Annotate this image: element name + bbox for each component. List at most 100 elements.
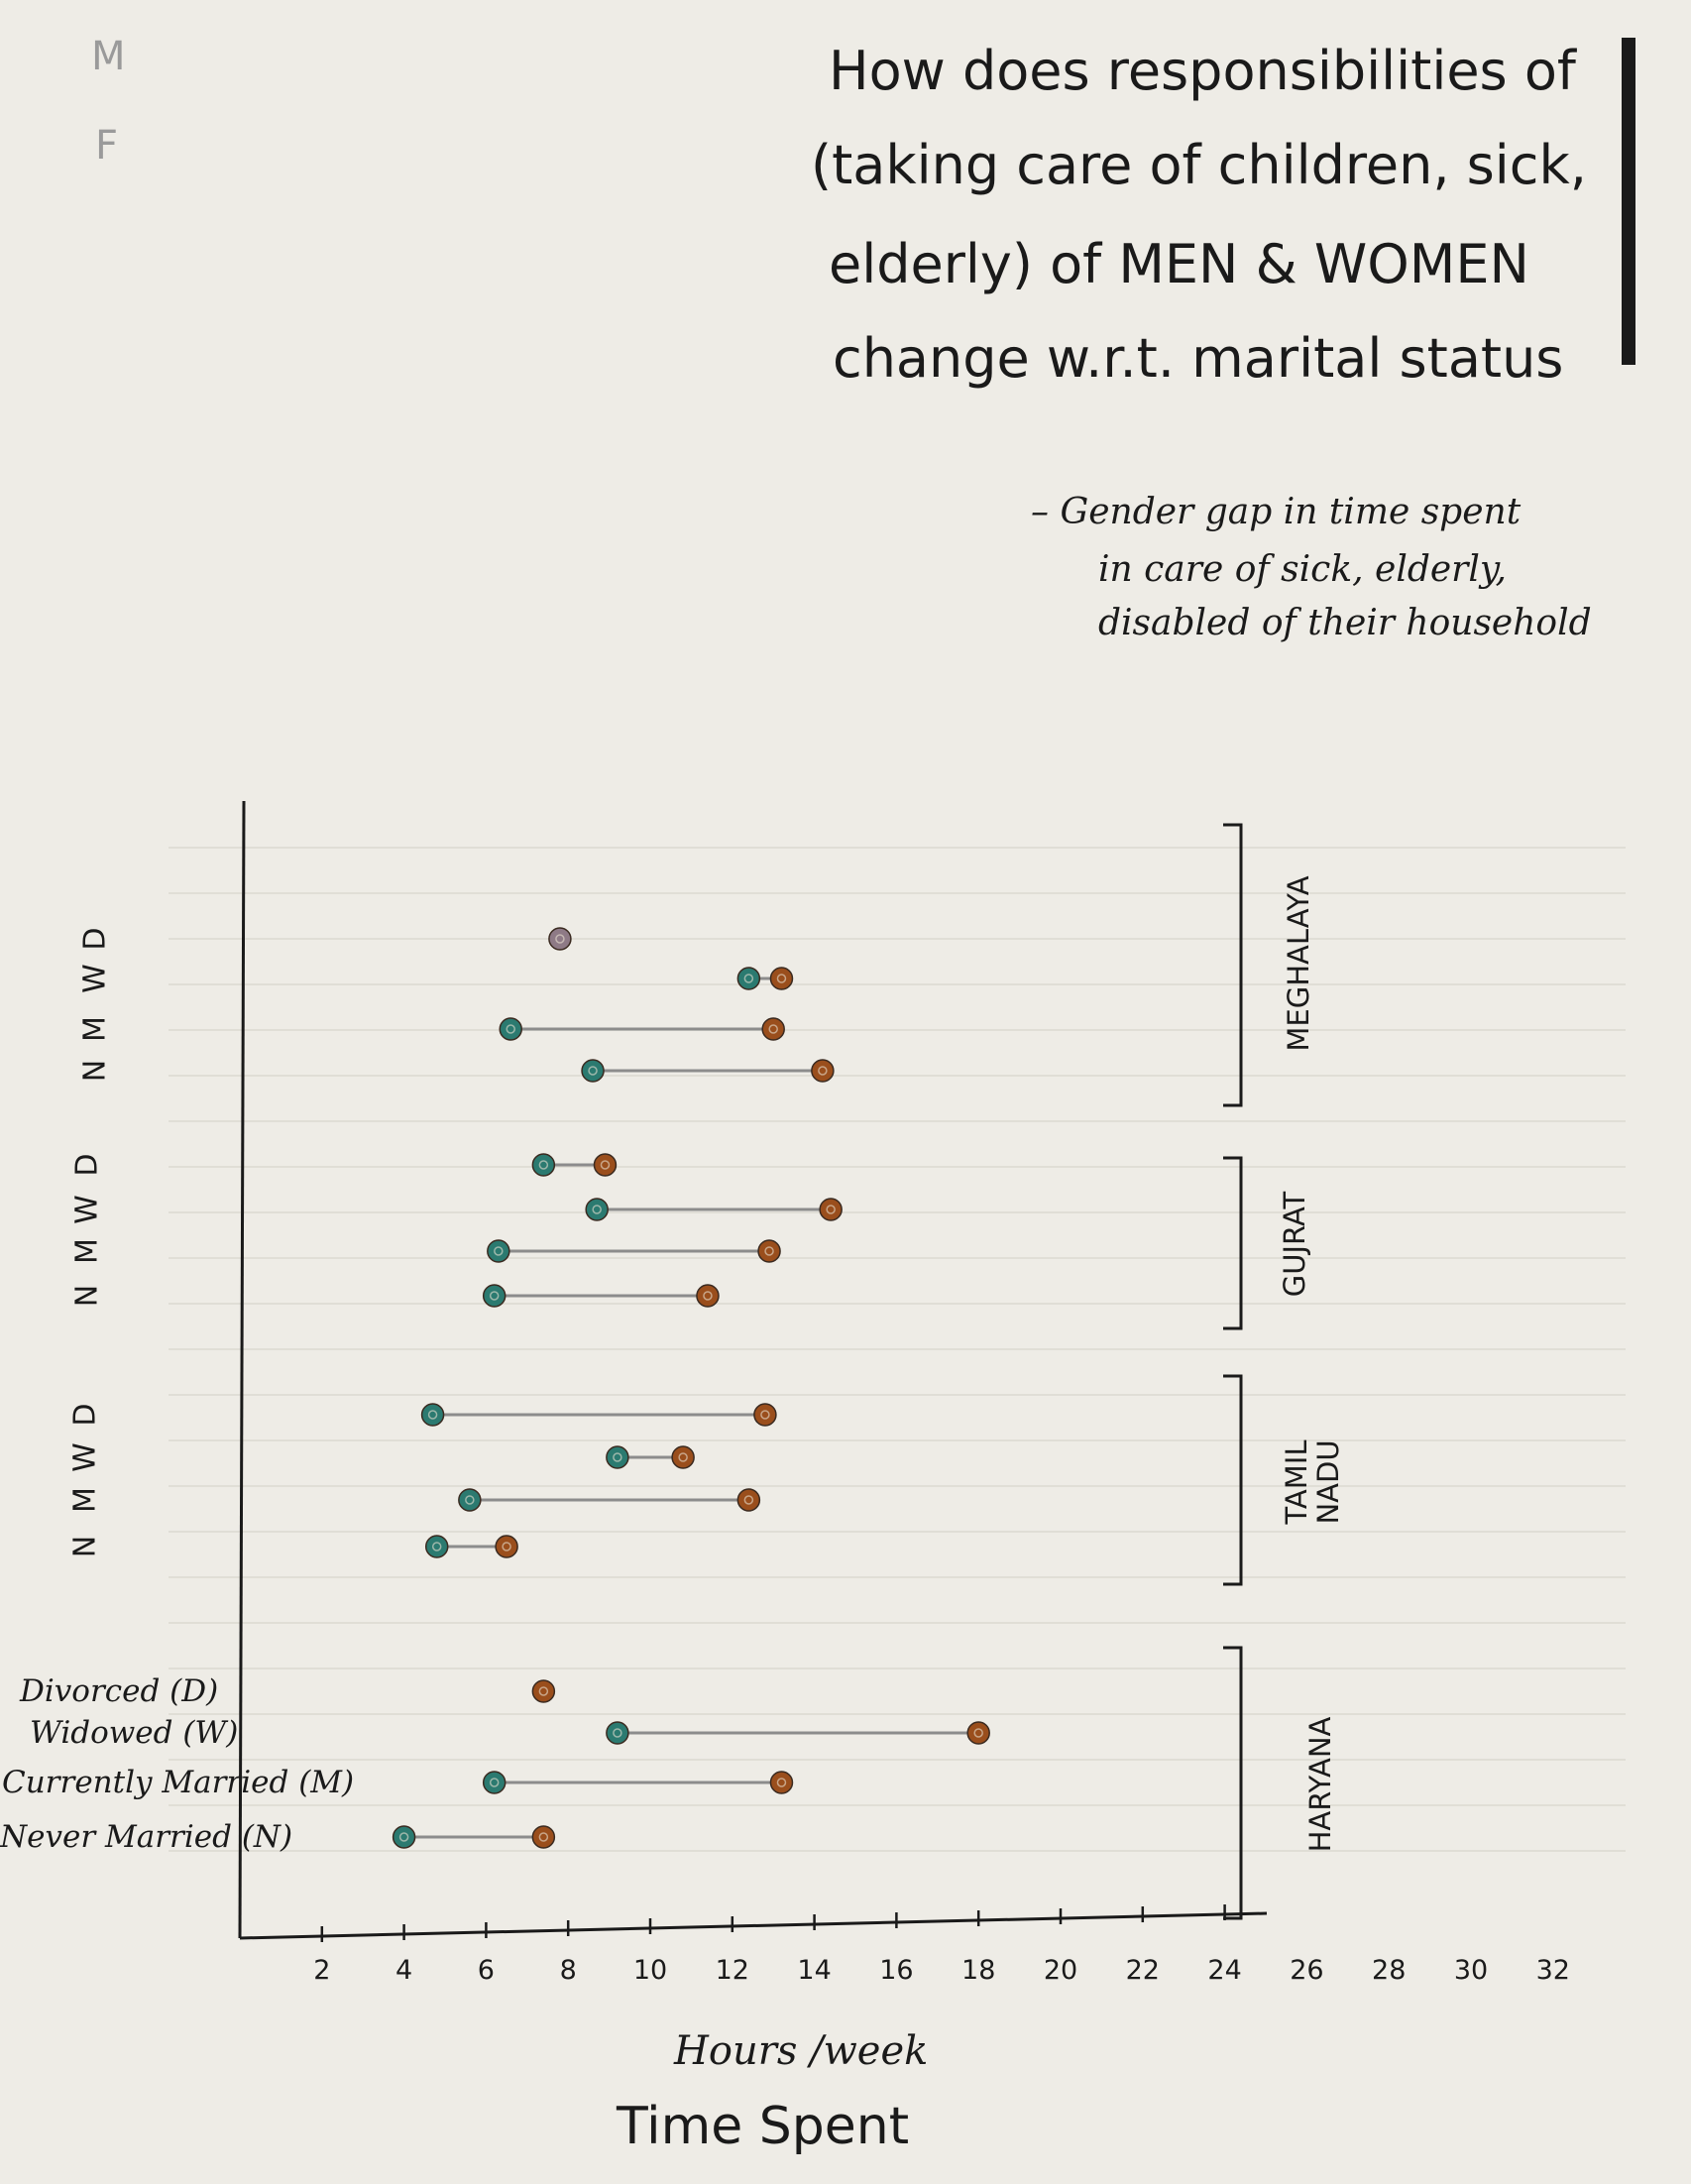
men-point-highlight (592, 1205, 602, 1214)
group-label: GUJRAT (1278, 1191, 1311, 1297)
group-bracket (1223, 1156, 1243, 1330)
row-label-letter: W (78, 964, 113, 993)
men-point-highlight (613, 1728, 622, 1738)
men-point-highlight (427, 1410, 438, 1420)
men-point-highlight (489, 1778, 500, 1787)
women-point-highlight (973, 1728, 983, 1738)
men-point-highlight (489, 1291, 500, 1301)
group-meghalaya: MEGHALAYA (499, 823, 1315, 1107)
group-gujrat: GUJRAT (482, 1153, 1311, 1330)
men-point-highlight (743, 974, 754, 983)
women-point (696, 1284, 720, 1308)
row-label-letter: M (68, 1487, 103, 1513)
women-point-highlight (826, 1205, 836, 1214)
x-tick-label: 4 (395, 1955, 412, 1986)
subtitle-line-2: in care of sick, elderly, (1098, 549, 1507, 590)
ruled-lines (169, 847, 1626, 1852)
women-point (769, 967, 794, 990)
men-point-highlight (465, 1495, 475, 1505)
men-point (606, 1721, 629, 1745)
women-point-highlight (768, 1024, 778, 1034)
row-label-full: Never Married (N) (0, 1819, 292, 1855)
x-tick-label: 18 (961, 1955, 995, 1986)
group-bracket (1223, 1374, 1243, 1586)
row-label-letter: D (70, 1153, 105, 1176)
row-label-letter: N (70, 1285, 105, 1307)
title-line-3: elderly) of MEN & WOMEN (829, 233, 1529, 295)
chart-subtitle: – Gender gap in time spent in care of si… (1031, 492, 1592, 643)
row-label-letter: W (70, 1195, 105, 1224)
row-label-full: Divorced (D) (19, 1673, 218, 1709)
men-point-highlight (613, 1452, 622, 1462)
men-point (392, 1825, 416, 1849)
women-point (531, 1679, 556, 1703)
x-tick-label: 8 (560, 1955, 577, 1986)
men-point-highlight (494, 1246, 504, 1256)
x-tick-label: 24 (1207, 1955, 1241, 1986)
title-bar (1622, 38, 1635, 365)
women-point-highlight (703, 1291, 713, 1301)
row-label-letter: W (68, 1442, 103, 1472)
x-tick-label: 30 (1454, 1955, 1488, 1986)
women-point-highlight (538, 1686, 549, 1696)
women-point-highlight (760, 1410, 770, 1420)
group-bracket (1223, 823, 1243, 1107)
women-point (811, 1059, 835, 1083)
women-point (753, 1403, 777, 1427)
title-line-4: change w.r.t. marital status (833, 327, 1563, 390)
men-point (581, 1059, 605, 1083)
row-label-full: Widowed (W) (30, 1715, 238, 1751)
y-axis (238, 800, 246, 1939)
group-haryana: HARYANA (392, 1646, 1337, 1920)
x-tick-label: 32 (1536, 1955, 1570, 1986)
corner-mark-m: M (91, 34, 126, 79)
group-label: HARYANA (1303, 1716, 1337, 1852)
women-point (757, 1239, 781, 1263)
group-label: TAMIL (1280, 1439, 1313, 1525)
men-point (424, 1535, 449, 1558)
women-point (531, 1825, 556, 1849)
single-point (548, 927, 572, 951)
row-label-full: Currently Married (M) (2, 1765, 354, 1800)
x-tick-label: 20 (1044, 1955, 1077, 1986)
subtitle-line-3: disabled of their household (1098, 603, 1592, 643)
x-tick-label: 26 (1290, 1955, 1323, 1986)
row-label-letter: N (68, 1536, 103, 1557)
corner-mark-f: F (95, 123, 118, 169)
women-point (495, 1535, 518, 1558)
group-label: MEGHALAYA (1282, 875, 1315, 1051)
x-tick-label: 16 (879, 1955, 913, 1986)
x-tick-label: 6 (478, 1955, 495, 1986)
women-point (736, 1488, 761, 1512)
women-point (966, 1721, 990, 1745)
women-point-highlight (776, 974, 787, 983)
women-point (819, 1198, 843, 1221)
men-point (458, 1488, 482, 1512)
men-point (736, 967, 761, 990)
men-point-highlight (398, 1832, 409, 1842)
men-point (499, 1017, 522, 1041)
x-tick-label: 14 (797, 1955, 831, 1986)
group-label: NADU (1311, 1439, 1345, 1524)
men-point-highlight (431, 1542, 442, 1552)
men-point (606, 1445, 629, 1469)
title-line-2: (taking care of children, sick, (811, 134, 1587, 196)
men-point-highlight (506, 1024, 515, 1034)
women-point (761, 1017, 785, 1041)
women-point (769, 1771, 794, 1794)
men-point (531, 1153, 556, 1177)
x-tick-label: 2 (313, 1955, 330, 1986)
women-point-highlight (502, 1542, 511, 1552)
x-tick-label: 28 (1372, 1955, 1406, 1986)
women-point-highlight (538, 1832, 549, 1842)
men-point (420, 1403, 445, 1427)
x-tick-label: 12 (716, 1955, 749, 1986)
x-tick-label: 10 (633, 1955, 667, 1986)
women-point-highlight (600, 1160, 611, 1170)
row-label-letter: M (70, 1238, 105, 1264)
women-point-highlight (743, 1495, 754, 1505)
